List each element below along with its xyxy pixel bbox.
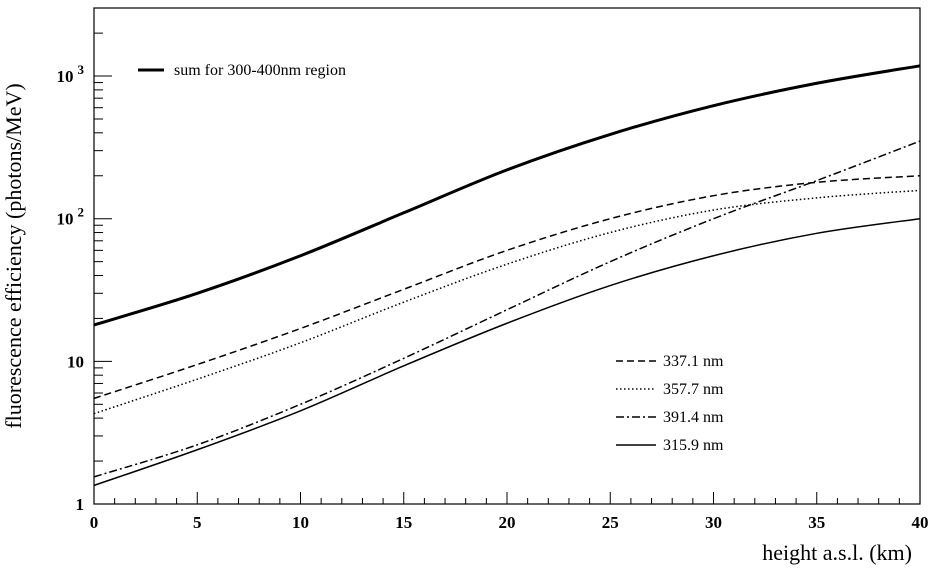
legend: sum for 300-400nm region 337.1 nm 357.7 nm… xyxy=(138,62,724,454)
x-axis-ticks xyxy=(93,492,921,504)
x-tick-label: 40 xyxy=(912,513,929,532)
x-tick-label: 0 xyxy=(90,513,99,532)
legend-label: sum for 300-400nm region xyxy=(174,62,346,79)
y-tick-label: 10 3 xyxy=(57,62,85,86)
series-line xyxy=(93,217,921,487)
x-tick-label: 35 xyxy=(808,513,825,532)
series-lines xyxy=(93,64,921,487)
x-tick-label: 15 xyxy=(395,513,412,532)
x-tick-label: 20 xyxy=(499,513,516,532)
x-tick-label: 25 xyxy=(602,513,619,532)
series-line xyxy=(93,64,921,327)
plot-frame xyxy=(93,7,921,505)
x-axis-title: height a.s.l. (km) xyxy=(762,540,912,565)
legend-label: 391.4 nm xyxy=(663,409,724,426)
y-tick-label: 10 2 xyxy=(57,205,85,229)
y-axis-title: fluorescence efficiency (photons/MeV) xyxy=(1,83,26,428)
y-axis-ticks xyxy=(94,7,112,505)
legend-label: 337.1 nm xyxy=(663,353,724,370)
legend-label: 357.7 nm xyxy=(663,381,724,398)
series-line xyxy=(93,140,921,478)
series-line xyxy=(93,189,921,415)
legend-label: 315.9 nm xyxy=(663,437,724,454)
x-tick-label: 5 xyxy=(193,513,202,532)
x-tick-label: 30 xyxy=(705,513,722,532)
x-tick-label: 10 xyxy=(292,513,309,532)
y-tick-label: 1 xyxy=(76,495,85,514)
y-tick-label: 10 xyxy=(67,352,84,371)
x-axis-tick-labels: 0 5 10 15 20 25 30 35 40 xyxy=(90,513,929,532)
